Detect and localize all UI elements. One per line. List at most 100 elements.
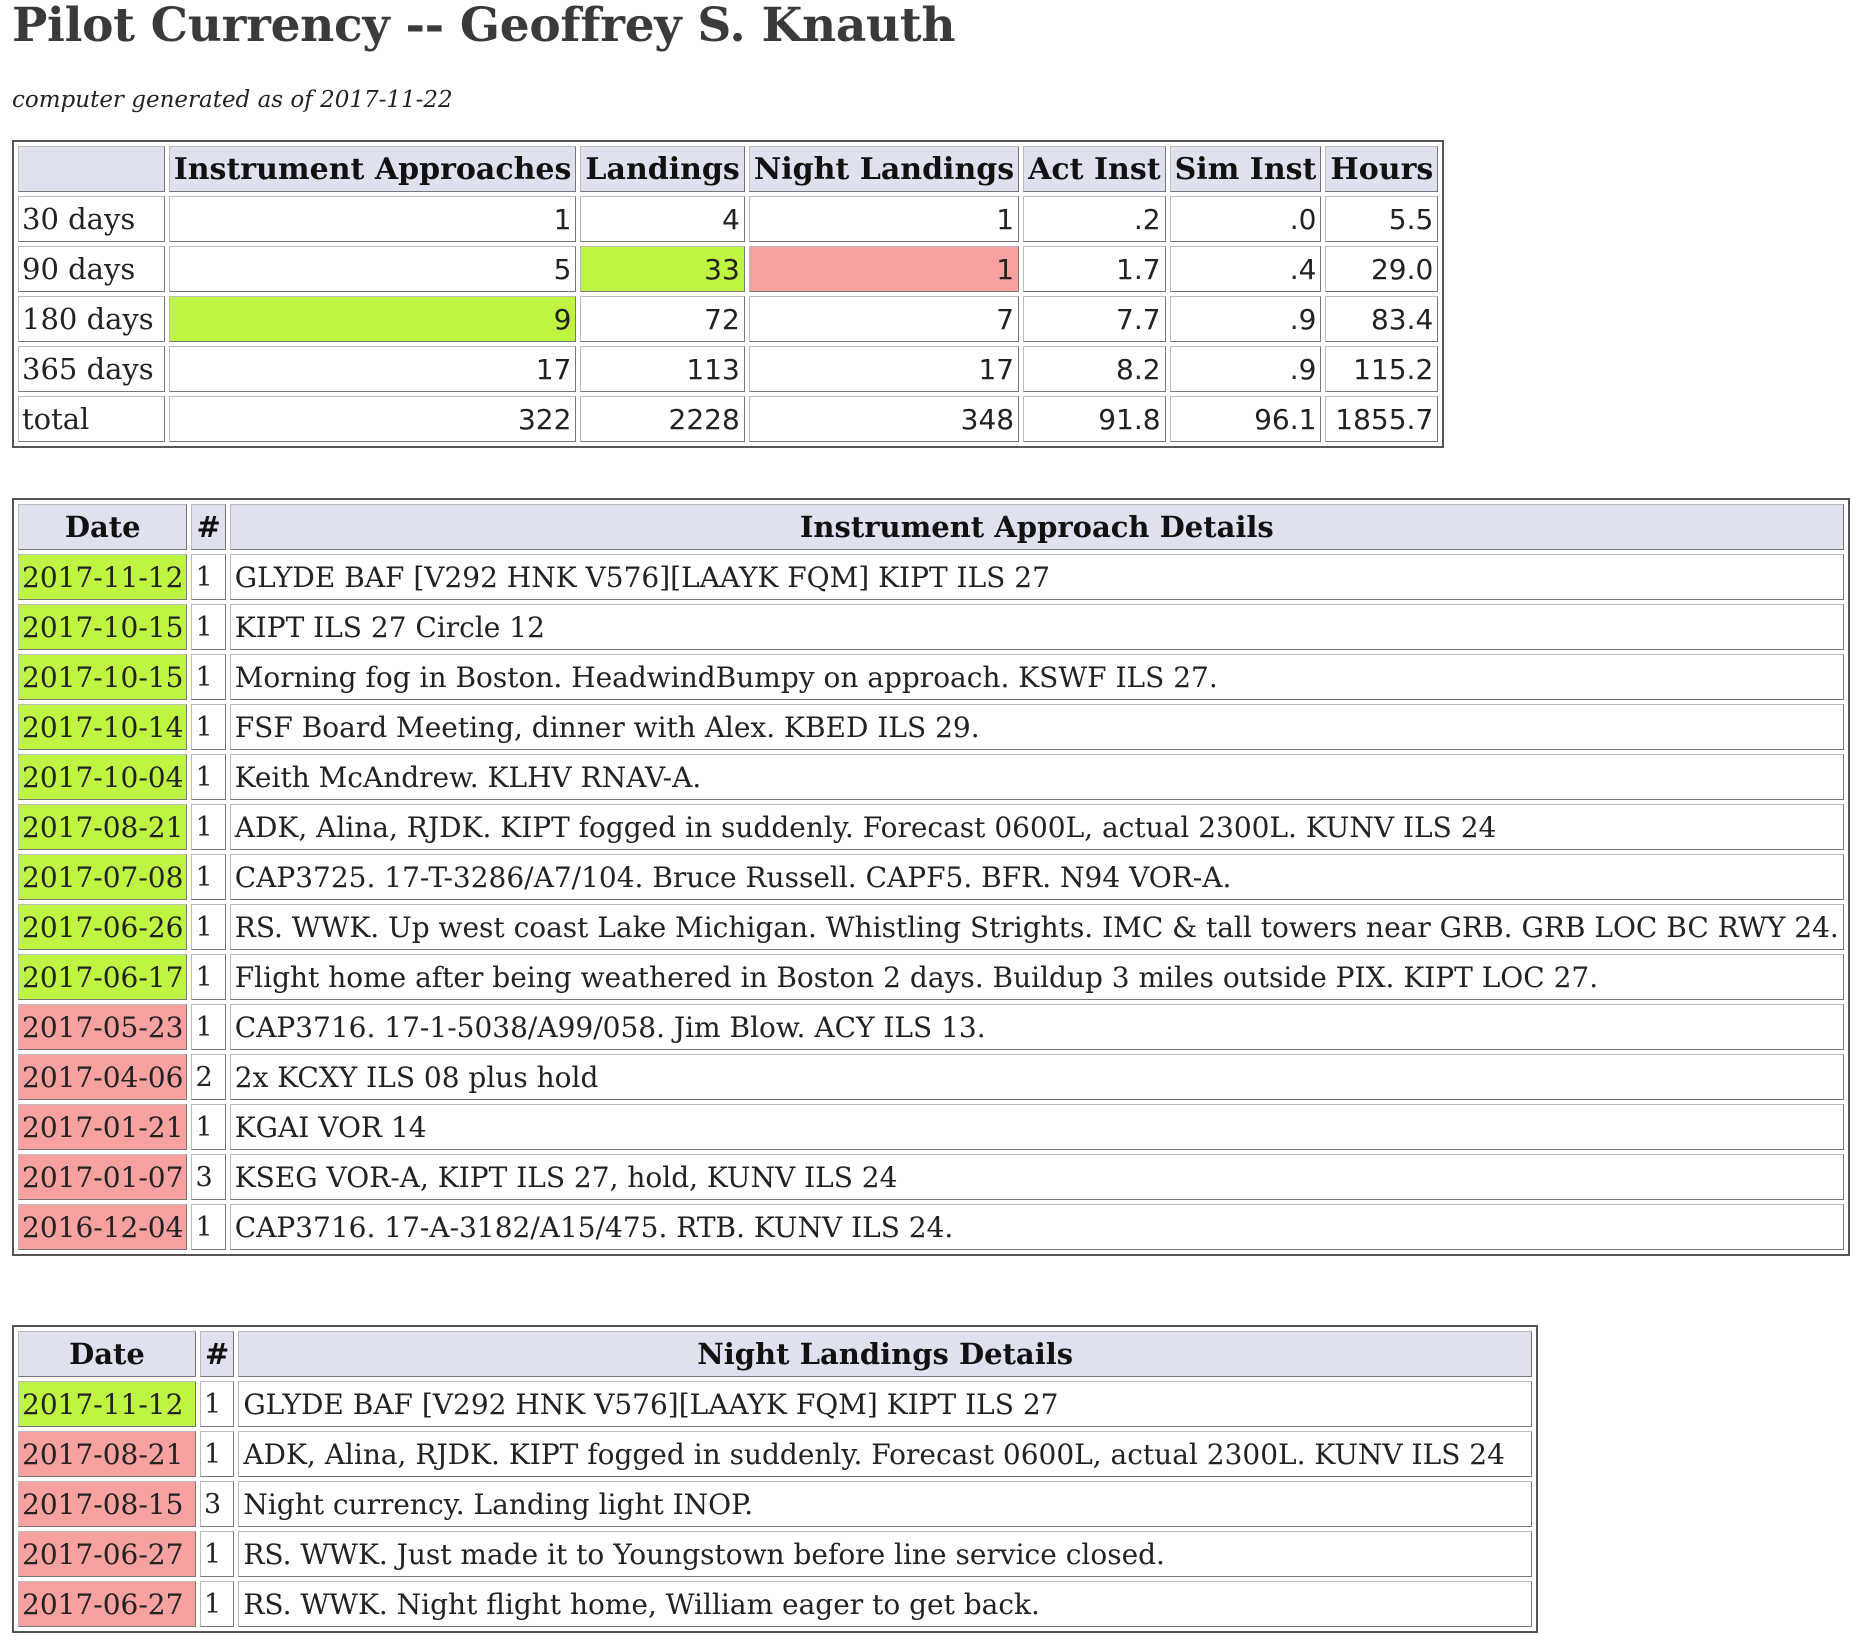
summary-cell: .9 (1169, 296, 1322, 342)
table-row: 2017-08-21 1 ADK, Alina, RJDK. KIPT fogged… (18, 804, 1844, 850)
summary-cell: 7 (748, 296, 1020, 342)
row-date: 2017-11-12 (18, 554, 188, 600)
approaches-header-count: # (191, 504, 226, 550)
table-row: 2017-07-08 1 CAP3725. 17-T-3286/A7/104. Br… (18, 854, 1844, 900)
row-details: GLYDE BAF [V292 HNK V576][LAAYK FQM] KIP… (229, 554, 1844, 600)
summary-header-sim-inst: Sim Inst (1169, 146, 1322, 192)
row-date: 2017-10-04 (18, 754, 188, 800)
currency-summary-table: Instrument Approaches Landings Night Lan… (12, 140, 1445, 448)
summary-row: 90 days 5 33 1 1.7.4 29.0 (18, 246, 1439, 292)
summary-cell: 33 (580, 246, 745, 292)
summary-cell: 72 (580, 296, 745, 342)
row-count: 1 (191, 654, 226, 700)
table-row: 2017-10-15 1 Morning fog in Boston. Headwi… (18, 654, 1844, 700)
row-date: 2017-06-27 (18, 1581, 196, 1627)
row-details: CAP3716. 17-1-5038/A99/058. Jim Blow. AC… (229, 1004, 1844, 1050)
summary-cell: 1855.7 (1325, 396, 1439, 442)
nights-header-count: # (200, 1331, 235, 1377)
summary-cell: 4 (580, 196, 745, 242)
row-count: 1 (191, 804, 226, 850)
row-date: 2017-10-14 (18, 704, 188, 750)
summary-cell: 96.1 (1169, 396, 1322, 442)
table-row: 2017-06-27 1 RS. WWK. Just made it to Youn… (18, 1531, 1532, 1577)
row-date: 2017-07-08 (18, 854, 188, 900)
row-count: 3 (191, 1154, 226, 1200)
row-details: RS. WWK. Up west coast Lake Michigan. Wh… (229, 904, 1844, 950)
summary-header-landings: Landings (580, 146, 745, 192)
row-details: KGAI VOR 14 (229, 1104, 1844, 1150)
summary-cell: 7.7 (1023, 296, 1166, 342)
summary-cell: 1 (748, 246, 1020, 292)
table-row: 2017-01-07 3 KSEG VOR-A, KIPT ILS 27, hold… (18, 1154, 1844, 1200)
table-row: 2017-06-17 1 Flight home after being weath… (18, 954, 1844, 1000)
table-row: 2017-08-21 1 ADK, Alina, RJDK. KIPT fogged… (18, 1431, 1532, 1477)
summary-cell: 17 (168, 346, 577, 392)
row-details: ADK, Alina, RJDK. KIPT fogged in suddenl… (238, 1431, 1532, 1477)
table-row: 2017-11-12 1 GLYDE BAF [V292 HNK V576][LAA… (18, 554, 1844, 600)
row-date: 2017-10-15 (18, 654, 188, 700)
summary-cell: 29.0 (1325, 246, 1439, 292)
table-row: 2017-06-27 1 RS. WWK. Night flight home, W… (18, 1581, 1532, 1627)
summary-header-corner (18, 146, 165, 192)
table-row: 2016-12-04 1 CAP3716. 17-A-3182/A15/475. R… (18, 1204, 1844, 1250)
row-details: CAP3725. 17-T-3286/A7/104. Bruce Russell… (229, 854, 1844, 900)
row-date: 2017-08-21 (18, 1431, 196, 1477)
summary-row-label: 365 days (18, 346, 165, 392)
nights-header-date: Date (18, 1331, 196, 1377)
row-count: 1 (200, 1581, 235, 1627)
row-count: 1 (191, 554, 226, 600)
row-date: 2016-12-04 (18, 1204, 188, 1250)
table-row: 2017-10-04 1 Keith McAndrew. KLHV RNAV-A. (18, 754, 1844, 800)
nights-header-details: Night Landings Details (238, 1331, 1532, 1377)
page-title: Pilot Currency -- Geoffrey S. Knauth (12, 0, 956, 53)
summary-row-label: total (18, 396, 165, 442)
summary-row: total 322 2228 348 91.8 96.1 1855.7 (18, 396, 1439, 442)
row-date: 2017-06-26 (18, 904, 188, 950)
row-count: 1 (200, 1531, 235, 1577)
row-count: 1 (191, 904, 226, 950)
summary-header-row: Instrument Approaches Landings Night Lan… (18, 146, 1439, 192)
generated-date: computer generated as of 2017-11-22 (12, 87, 453, 113)
summary-cell: 348 (748, 396, 1020, 442)
row-details: RS. WWK. Just made it to Youngstown befo… (238, 1531, 1532, 1577)
row-count: 1 (191, 754, 226, 800)
night-landings-details-table: Date # Night Landings Details 2017-11-12… (12, 1325, 1538, 1633)
row-details: KSEG VOR-A, KIPT ILS 27, hold, KUNV ILS … (229, 1154, 1844, 1200)
summary-cell: 115.2 (1325, 346, 1439, 392)
row-count: 1 (191, 1204, 226, 1250)
row-details: GLYDE BAF [V292 HNK V576][LAAYK FQM] KIP… (238, 1381, 1532, 1427)
row-count: 1 (200, 1431, 235, 1477)
row-count: 1 (191, 704, 226, 750)
summary-row-label: 90 days (18, 246, 165, 292)
row-date: 2017-01-07 (18, 1154, 188, 1200)
table-row: 2017-10-14 1 FSF Board Meeting, dinner wit… (18, 704, 1844, 750)
row-details: Morning fog in Boston. HeadwindBumpy on … (229, 654, 1844, 700)
summary-header-act-inst: Act Inst (1023, 146, 1166, 192)
summary-row: 180 days 9 72 7 7.7.9 83.4 (18, 296, 1439, 342)
row-date: 2017-06-17 (18, 954, 188, 1000)
table-row: 2017-11-12 1 GLYDE BAF [V292 HNK V576][LAA… (18, 1381, 1532, 1427)
summary-cell: 17 (748, 346, 1020, 392)
summary-cell: 8.2 (1023, 346, 1166, 392)
approaches-header-date: Date (18, 504, 188, 550)
summary-cell: 5.5 (1325, 196, 1439, 242)
summary-header-night-landings: Night Landings (748, 146, 1020, 192)
summary-cell: 5 (168, 246, 577, 292)
instrument-approach-details-table: Date # Instrument Approach Details 2017-… (12, 498, 1850, 1256)
summary-cell: 83.4 (1325, 296, 1439, 342)
summary-cell: .2 (1023, 196, 1166, 242)
table-row: 2017-01-21 1 KGAI VOR 14 (18, 1104, 1844, 1150)
row-details: Night currency. Landing light INOP. (238, 1481, 1532, 1527)
summary-cell: 1.7 (1023, 246, 1166, 292)
row-date: 2017-05-23 (18, 1004, 188, 1050)
row-count: 1 (191, 604, 226, 650)
row-count: 1 (191, 1004, 226, 1050)
row-details: RS. WWK. Night flight home, William eage… (238, 1581, 1532, 1627)
summary-cell: 322 (168, 396, 577, 442)
summary-cell: 1 (168, 196, 577, 242)
approaches-header-details: Instrument Approach Details (229, 504, 1844, 550)
row-details: FSF Board Meeting, dinner with Alex. KBE… (229, 704, 1844, 750)
row-count: 1 (200, 1381, 235, 1427)
summary-row-label: 180 days (18, 296, 165, 342)
row-count: 1 (191, 954, 226, 1000)
